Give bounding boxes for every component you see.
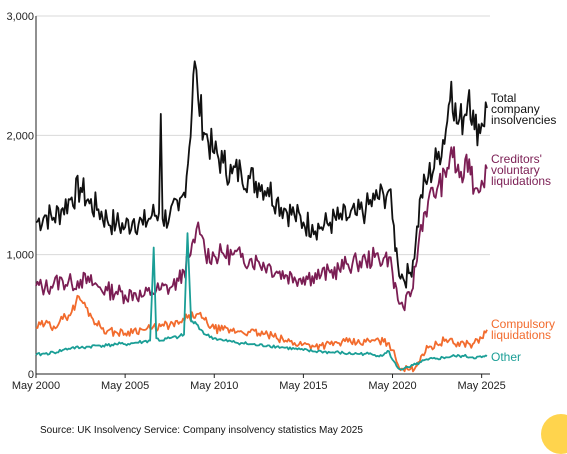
series-line-total xyxy=(35,60,488,289)
x-tick-label: May 2000 xyxy=(12,380,60,392)
y-tick-label: 0 xyxy=(28,369,34,381)
x-tick-label: May 2010 xyxy=(190,380,238,392)
x-tick-label: May 2025 xyxy=(457,380,505,392)
y-tick-label: 1,000 xyxy=(6,250,34,262)
series-label-cvl: Creditors' voluntary liquidations xyxy=(491,152,551,188)
axes: 0 1,000 2,000 3,000 May 2000 May 2005 May 2010… xyxy=(6,11,505,392)
x-tick-label: May 2005 xyxy=(101,380,149,392)
series-line-cvl xyxy=(35,146,488,312)
source-note: Source: UK Insolvency Service: Company i… xyxy=(40,425,363,436)
series-label-compulsory: Compulsory liquidations xyxy=(491,317,555,342)
series-line-other xyxy=(35,232,488,371)
x-tick-label: May 2015 xyxy=(279,380,327,392)
line-chart: 0 1,000 2,000 3,000 May 2000 May 2005 May 2010… xyxy=(6,11,556,392)
y-tick-label: 3,000 xyxy=(6,11,34,23)
series-lines xyxy=(35,60,488,373)
gridlines xyxy=(36,15,490,256)
x-tick-label: May 2020 xyxy=(368,380,416,392)
series-label-total: Total company insolvencies xyxy=(491,91,556,127)
series-label-other: Other xyxy=(491,350,521,364)
series-labels: Total company insolvencies Creditors' volunt… xyxy=(491,91,556,364)
y-tick-label: 2,000 xyxy=(6,130,34,142)
series-line-compulsory xyxy=(35,294,488,373)
corner-decoration xyxy=(541,414,567,454)
